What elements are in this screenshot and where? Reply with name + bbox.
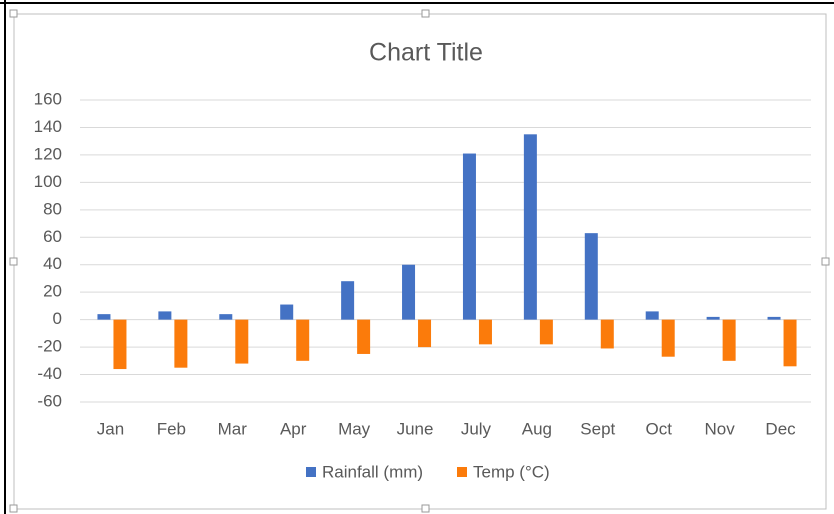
x-tick-label: Jan (97, 419, 124, 438)
y-tick-label: -60 (37, 391, 62, 410)
bar (523, 134, 537, 320)
bar (357, 319, 371, 354)
bar (113, 319, 127, 370)
resize-handle[interactable] (9, 504, 18, 513)
legend-swatch (457, 467, 467, 477)
legend-swatch (306, 467, 316, 477)
resize-handle[interactable] (421, 504, 430, 513)
y-tick-label: 80 (43, 199, 62, 218)
y-tick-label: 40 (43, 254, 62, 273)
y-tick-label: 0 (53, 309, 62, 328)
resize-handle[interactable] (421, 9, 430, 18)
bar (219, 314, 233, 320)
bar (418, 319, 432, 348)
bar (722, 319, 736, 361)
bar (462, 153, 476, 320)
y-tick-label: 120 (34, 144, 62, 163)
x-tick-label: Sept (580, 419, 615, 438)
x-tick-label: Feb (157, 419, 186, 438)
y-tick-label: 140 (34, 117, 62, 136)
legend-label: Temp (°C) (473, 462, 550, 481)
bar (600, 319, 614, 349)
y-tick-label: 160 (34, 89, 62, 108)
x-tick-label: Nov (705, 419, 736, 438)
bar (584, 233, 598, 320)
y-tick-label: -20 (37, 337, 62, 356)
bar (767, 316, 781, 320)
bar (235, 319, 249, 364)
bar (402, 264, 416, 320)
resize-handle[interactable] (9, 257, 18, 266)
bar (97, 314, 111, 320)
x-tick-label: July (461, 419, 492, 438)
y-tick-label: 100 (34, 172, 62, 191)
x-tick-label: Oct (645, 419, 672, 438)
bar (706, 316, 720, 320)
bar (341, 281, 355, 320)
bar (661, 319, 675, 357)
x-tick-label: Apr (280, 419, 307, 438)
bar (539, 319, 553, 345)
bar (478, 319, 492, 345)
resize-handle[interactable] (821, 257, 830, 266)
y-tick-label: 60 (43, 227, 62, 246)
x-tick-label: June (397, 419, 434, 438)
bar (783, 319, 797, 367)
x-tick-label: Aug (522, 419, 552, 438)
legend-label: Rainfall (mm) (322, 462, 423, 481)
bar (280, 304, 294, 320)
resize-handle[interactable] (9, 9, 18, 18)
bar (158, 311, 172, 320)
chart-title: Chart Title (369, 39, 483, 67)
x-tick-label: May (338, 419, 371, 438)
y-tick-label: -40 (37, 364, 62, 383)
bar (174, 319, 188, 368)
y-tick-label: 20 (43, 282, 62, 301)
bar (645, 311, 659, 320)
bar (296, 319, 310, 361)
x-tick-label: Mar (218, 419, 248, 438)
x-tick-label: Dec (765, 419, 796, 438)
